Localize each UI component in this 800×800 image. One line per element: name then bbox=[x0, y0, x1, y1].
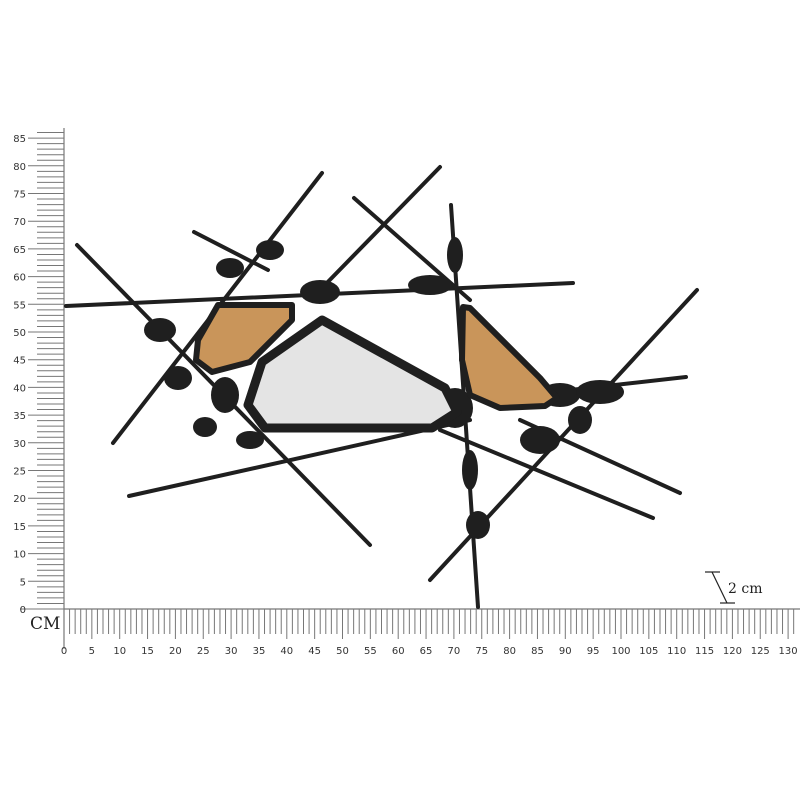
y-ruler-label: 70 bbox=[13, 217, 26, 228]
x-ruler-label: 60 bbox=[392, 646, 405, 657]
x-ruler-label: 115 bbox=[695, 646, 714, 657]
y-ruler-label: 75 bbox=[13, 190, 26, 201]
y-ruler-label: 45 bbox=[13, 356, 26, 367]
mirror-glass bbox=[243, 315, 462, 433]
wall-mirror-product bbox=[64, 165, 699, 609]
y-ruler-label: 30 bbox=[13, 439, 26, 450]
y-ruler-label: 55 bbox=[13, 300, 26, 311]
x-ruler-label: 105 bbox=[639, 646, 658, 657]
x-ruler-label: 130 bbox=[779, 646, 798, 657]
x-ruler-label: 20 bbox=[169, 646, 182, 657]
x-ruler-label: 75 bbox=[475, 646, 488, 657]
y-ruler-label: 60 bbox=[13, 273, 26, 284]
x-ruler-label: 65 bbox=[420, 646, 433, 657]
unit-label: CM bbox=[30, 614, 60, 634]
x-ruler-label: 55 bbox=[364, 646, 377, 657]
x-ruler-label: 25 bbox=[197, 646, 210, 657]
x-ruler-label: 15 bbox=[141, 646, 154, 657]
x-ruler-label: 110 bbox=[667, 646, 686, 657]
x-ruler-label: 45 bbox=[308, 646, 321, 657]
x-ruler-label: 40 bbox=[280, 646, 293, 657]
x-ruler-label: 95 bbox=[587, 646, 600, 657]
x-ruler-label: 50 bbox=[336, 646, 349, 657]
x-ruler-label: 80 bbox=[503, 646, 516, 657]
x-ruler-label: 70 bbox=[448, 646, 461, 657]
x-ruler-label: 120 bbox=[723, 646, 742, 657]
y-ruler-label: 5 bbox=[20, 577, 26, 588]
depth-label: 2 cm bbox=[728, 581, 762, 597]
x-ruler-label: 0 bbox=[61, 646, 67, 657]
x-ruler-label: 100 bbox=[611, 646, 630, 657]
rulers: 0 5 10 15 20 25 30 35 40 45 50 55 60 65 70 75 80 85 90 95 10… bbox=[13, 128, 800, 657]
x-ruler-label: 125 bbox=[751, 646, 770, 657]
y-ruler-label: 80 bbox=[13, 162, 26, 173]
x-ruler-label: 85 bbox=[531, 646, 544, 657]
y-ruler-label: 15 bbox=[13, 522, 26, 533]
y-ruler-label: 10 bbox=[13, 550, 26, 561]
x-ruler-label: 35 bbox=[253, 646, 266, 657]
x-ruler-label: 5 bbox=[89, 646, 95, 657]
y-ruler-label: 40 bbox=[13, 383, 26, 394]
y-ruler-label: 65 bbox=[13, 245, 26, 256]
x-ruler-label: 30 bbox=[225, 646, 238, 657]
y-ruler-label: 20 bbox=[13, 494, 26, 505]
wood-panel-left bbox=[193, 302, 295, 375]
y-ruler-label: 50 bbox=[13, 328, 26, 339]
y-ruler-label: 85 bbox=[13, 134, 26, 145]
depth-indicator: 2 cm bbox=[705, 571, 762, 604]
y-ruler-label: 35 bbox=[13, 411, 26, 422]
x-ruler-label: 90 bbox=[559, 646, 572, 657]
x-ruler-label: 10 bbox=[113, 646, 126, 657]
wood-panel-right bbox=[459, 304, 560, 411]
y-ruler-label: 25 bbox=[13, 467, 26, 478]
y-ruler-label: 0 bbox=[20, 605, 26, 616]
